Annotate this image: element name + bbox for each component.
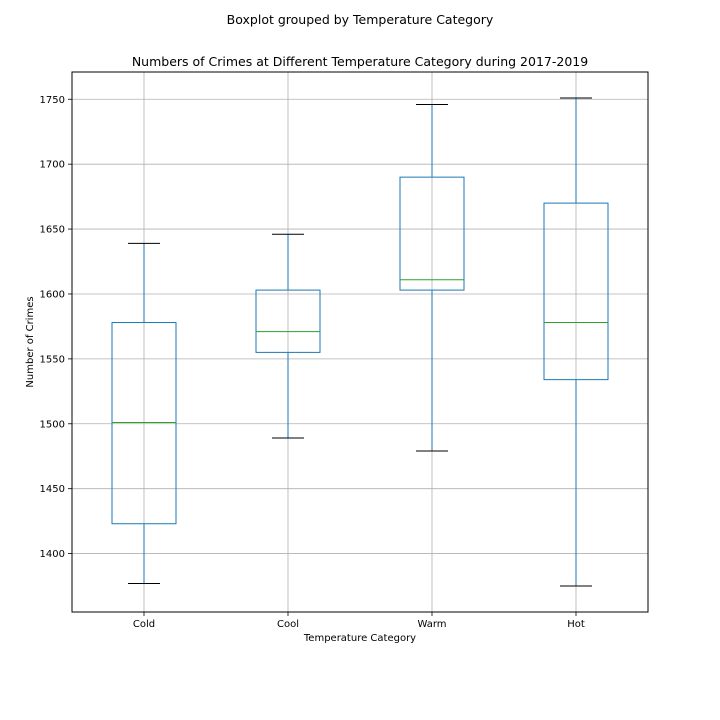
box-plots	[111, 97, 609, 587]
y-tick-label: 1700	[40, 160, 65, 171]
y-tick-label: 1550	[40, 354, 65, 365]
y-tick-label: 1650	[40, 225, 65, 236]
iqr-box	[255, 289, 321, 353]
box-warm	[399, 103, 465, 452]
plot-area-frame	[71, 71, 649, 613]
box-hot	[543, 97, 609, 587]
figure-suptitle: Boxplot grouped by Temperature Category	[227, 12, 494, 27]
iqr-box	[111, 322, 177, 525]
iqr-box	[543, 202, 609, 381]
x-tick-label: Warm	[417, 619, 446, 630]
box-cool	[255, 233, 321, 439]
chart-title: Numbers of Crimes at Different Temperatu…	[132, 54, 588, 69]
y-tick-label: 1400	[40, 549, 65, 560]
x-tick-label: Cool	[277, 619, 299, 630]
iqr-box	[399, 176, 465, 291]
axis-ticks: 1400 1450 1500 1550 1600 1650 1700 1750 Cold Cool…	[40, 95, 585, 630]
box-cold	[111, 242, 177, 584]
x-axis-label: Temperature Category	[303, 633, 416, 644]
x-tick-label: Hot	[567, 619, 585, 630]
y-tick-label: 1750	[40, 95, 65, 106]
x-tick-label: Cold	[133, 619, 155, 630]
y-tick-label: 1600	[40, 289, 65, 300]
grid-lines	[72, 72, 648, 612]
y-tick-label: 1500	[40, 419, 65, 430]
y-tick-label: 1450	[40, 484, 65, 495]
y-axis-label: Number of Crimes	[25, 296, 36, 387]
